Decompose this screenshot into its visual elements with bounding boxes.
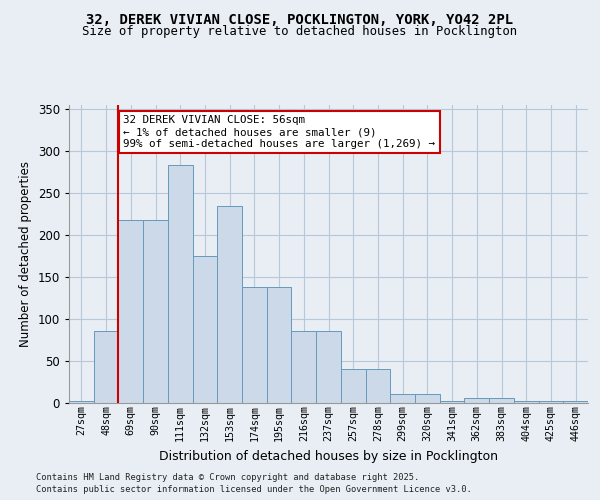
Bar	[217, 206, 242, 402]
Bar	[489, 398, 514, 402]
Bar	[242, 287, 267, 403]
Bar	[292, 332, 316, 402]
Bar	[365, 369, 390, 402]
Bar	[267, 287, 292, 403]
Bar	[440, 401, 464, 402]
Bar	[563, 401, 588, 402]
Bar	[514, 401, 539, 402]
Y-axis label: Number of detached properties: Number of detached properties	[19, 161, 32, 347]
Text: 32 DEREK VIVIAN CLOSE: 56sqm
← 1% of detached houses are smaller (9)
99% of semi: 32 DEREK VIVIAN CLOSE: 56sqm ← 1% of det…	[124, 116, 436, 148]
Bar	[94, 332, 118, 402]
Text: 32, DEREK VIVIAN CLOSE, POCKLINGTON, YORK, YO42 2PL: 32, DEREK VIVIAN CLOSE, POCKLINGTON, YOR…	[86, 12, 514, 26]
Bar	[316, 332, 341, 402]
Bar	[69, 401, 94, 402]
Bar	[415, 394, 440, 402]
Bar	[341, 369, 365, 402]
Bar	[118, 220, 143, 402]
Bar	[539, 401, 563, 402]
Bar	[143, 220, 168, 402]
Bar	[464, 398, 489, 402]
Text: Size of property relative to detached houses in Pocklington: Size of property relative to detached ho…	[82, 25, 518, 38]
Bar	[390, 394, 415, 402]
X-axis label: Distribution of detached houses by size in Pocklington: Distribution of detached houses by size …	[159, 450, 498, 462]
Bar	[193, 256, 217, 402]
Text: Contains public sector information licensed under the Open Government Licence v3: Contains public sector information licen…	[36, 485, 472, 494]
Text: Contains HM Land Registry data © Crown copyright and database right 2025.: Contains HM Land Registry data © Crown c…	[36, 472, 419, 482]
Bar	[168, 166, 193, 402]
